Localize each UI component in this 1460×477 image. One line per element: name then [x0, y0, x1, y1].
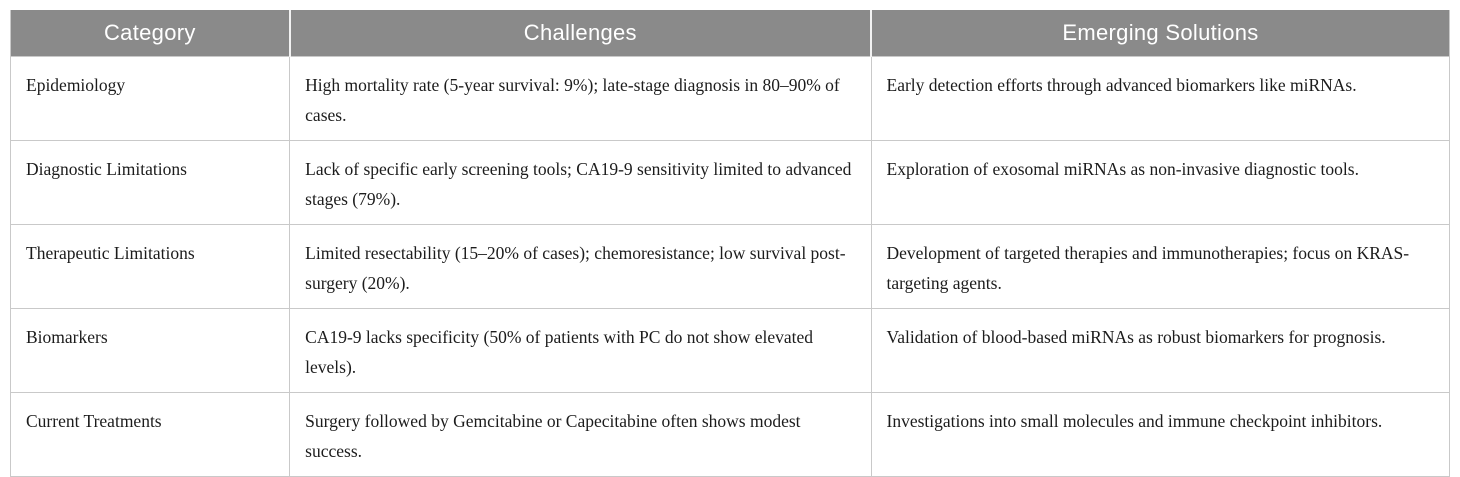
cell-challenges: Surgery followed by Gemcitabine or Capec…: [289, 392, 871, 477]
table-row: Biomarkers CA19-9 lacks specificity (50%…: [10, 308, 1450, 393]
cell-category: Current Treatments: [10, 392, 290, 477]
table-header-row: Category Challenges Emerging Solutions: [10, 10, 1450, 56]
header-cell-challenges: Challenges: [288, 10, 871, 56]
header-cell-category: Category: [10, 10, 290, 56]
cell-solutions: Validation of blood-based miRNAs as robu…: [870, 308, 1450, 393]
cell-solutions: Development of targeted therapies and im…: [870, 223, 1450, 309]
cell-category: Therapeutic Limitations: [10, 223, 290, 309]
cell-challenges: Lack of specific early screening tools; …: [289, 139, 871, 225]
header-cell-emerging-solutions: Emerging Solutions: [870, 10, 1450, 56]
challenges-solutions-table-container: Category Challenges Emerging Solutions E…: [10, 10, 1450, 477]
cell-category: Biomarkers: [10, 308, 290, 393]
cell-category: Diagnostic Limitations: [10, 139, 290, 225]
table-row: Current Treatments Surgery followed by G…: [10, 392, 1450, 477]
cell-challenges: High mortality rate (5-year survival: 9%…: [289, 55, 871, 141]
challenges-solutions-table: Category Challenges Emerging Solutions E…: [10, 10, 1450, 477]
cell-solutions: Investigations into small molecules and …: [870, 392, 1450, 477]
cell-solutions: Early detection efforts through advanced…: [870, 55, 1450, 141]
table-row: Epidemiology High mortality rate (5-year…: [10, 55, 1450, 141]
cell-solutions: Exploration of exosomal miRNAs as non-in…: [870, 139, 1450, 225]
cell-challenges: CA19-9 lacks specificity (50% of patient…: [289, 308, 871, 393]
table-row: Diagnostic Limitations Lack of specific …: [10, 139, 1450, 225]
table-row: Therapeutic Limitations Limited resectab…: [10, 223, 1450, 309]
cell-challenges: Limited resectability (15–20% of cases);…: [289, 223, 871, 309]
cell-category: Epidemiology: [10, 55, 290, 141]
